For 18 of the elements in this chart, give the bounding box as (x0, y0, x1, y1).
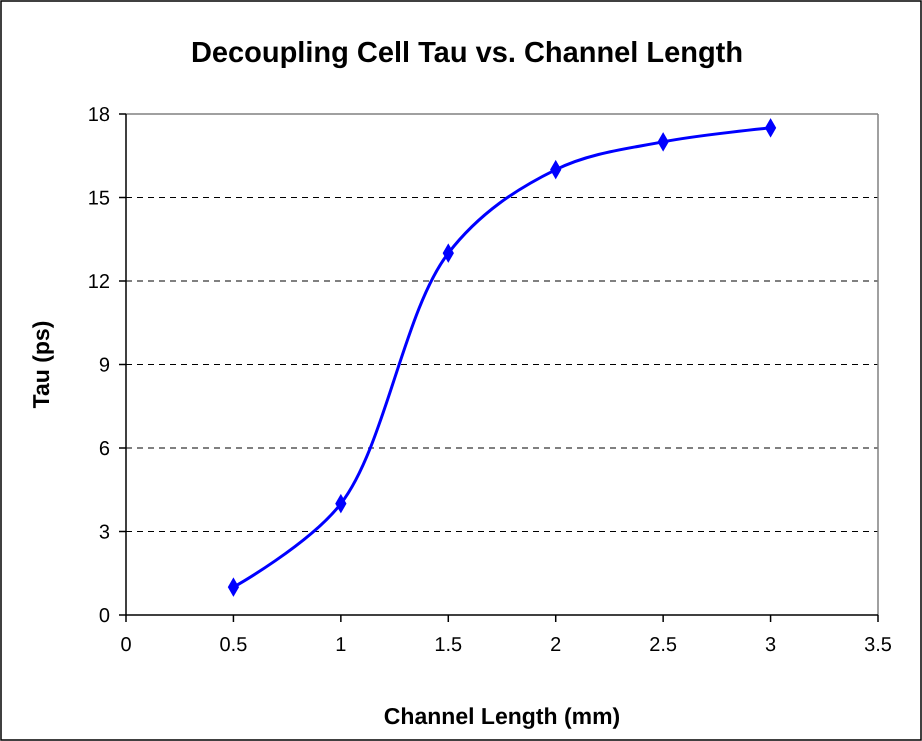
x-tick-label: 1.5 (434, 634, 462, 656)
y-tick-label: 12 (88, 271, 110, 293)
y-axis-title: Tau (ps) (28, 320, 54, 408)
x-tick-label: 2 (550, 634, 562, 656)
x-tick-label: 1 (335, 634, 346, 656)
y-tick-label: 0 (98, 605, 110, 627)
x-tick-label: 3.5 (864, 634, 892, 656)
y-tick-label: 15 (88, 188, 110, 210)
x-tick-label: 0 (120, 634, 132, 656)
x-axis-title: Channel Length (mm) (384, 703, 620, 729)
x-tick-label: 2.5 (649, 634, 678, 656)
y-tick-label: 9 (98, 354, 110, 376)
chart-title: Decoupling Cell Tau vs. Channel Length (190, 37, 744, 69)
x-tick-label: 3 (765, 634, 776, 656)
y-tick-label: 3 (98, 522, 110, 544)
y-tick-label: 18 (88, 104, 110, 126)
x-tick-label: 0.5 (220, 634, 248, 656)
y-tick-label: 6 (98, 438, 110, 460)
